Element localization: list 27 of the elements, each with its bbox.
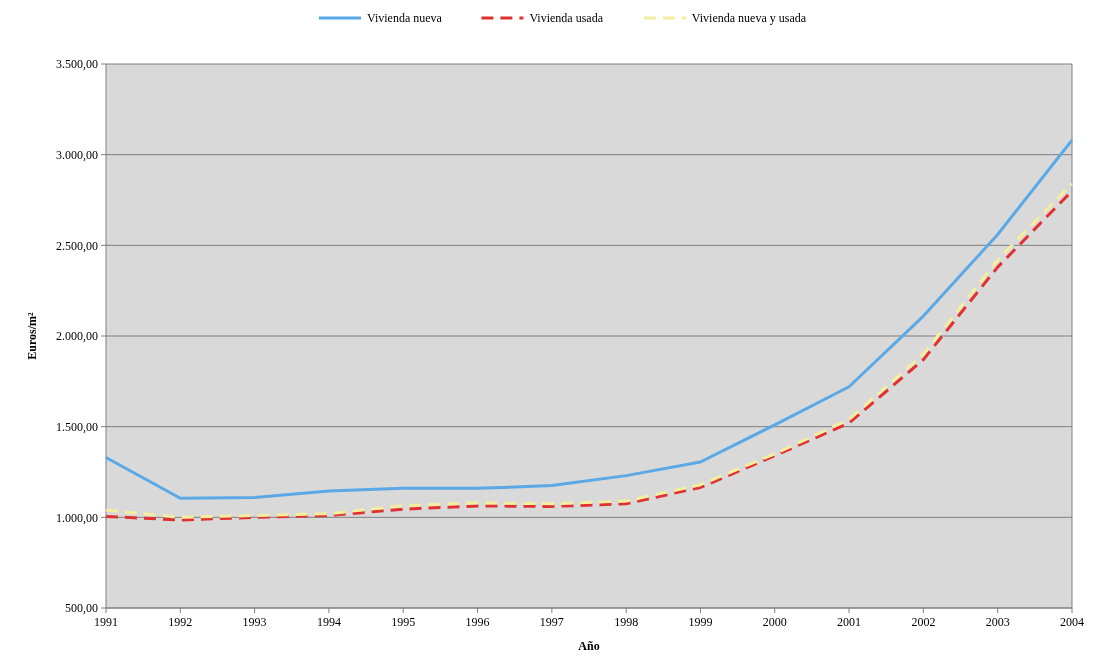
line-series	[104, 138, 1074, 500]
x-tick-label: 2003	[985, 615, 1010, 629]
x-tick-label: 1993	[242, 615, 267, 629]
y-tick-label: 2.500,00	[56, 238, 98, 253]
y-tick-label: 3.500,00	[56, 57, 98, 72]
x-tick-label: 1998	[614, 615, 639, 629]
x-tick-label: 2004	[1060, 615, 1084, 629]
legend-label: Vivienda usada	[529, 11, 604, 25]
y-tick-label: 1.500,00	[56, 419, 98, 434]
x-tick-label: 1997	[539, 615, 564, 629]
legend-label: Vivienda nueva	[367, 11, 443, 25]
x-tick-label: 1995	[391, 615, 416, 629]
x-tick-label: 1996	[465, 615, 490, 629]
y-tick-label: 2.000,00	[56, 329, 98, 344]
x-tick-label: 2002	[911, 615, 936, 629]
x-tick-label: 2000	[762, 615, 787, 629]
y-tick-label: 500,00	[65, 601, 98, 616]
legend-label: Vivienda nueva y usada	[691, 11, 807, 25]
y-axis-title: Euros/m²	[25, 311, 39, 360]
x-tick-label: 2001	[837, 615, 862, 629]
x-tick-label: 1992	[168, 615, 193, 629]
x-tick-label: 1994	[316, 615, 341, 629]
x-tick-label: 1991	[94, 615, 118, 629]
y-tick-label: 3.000,00	[56, 147, 98, 162]
y-tick-label: 1.000,00	[56, 510, 98, 525]
x-tick-label: 1999	[688, 615, 713, 629]
x-axis-title: Año	[578, 639, 600, 653]
